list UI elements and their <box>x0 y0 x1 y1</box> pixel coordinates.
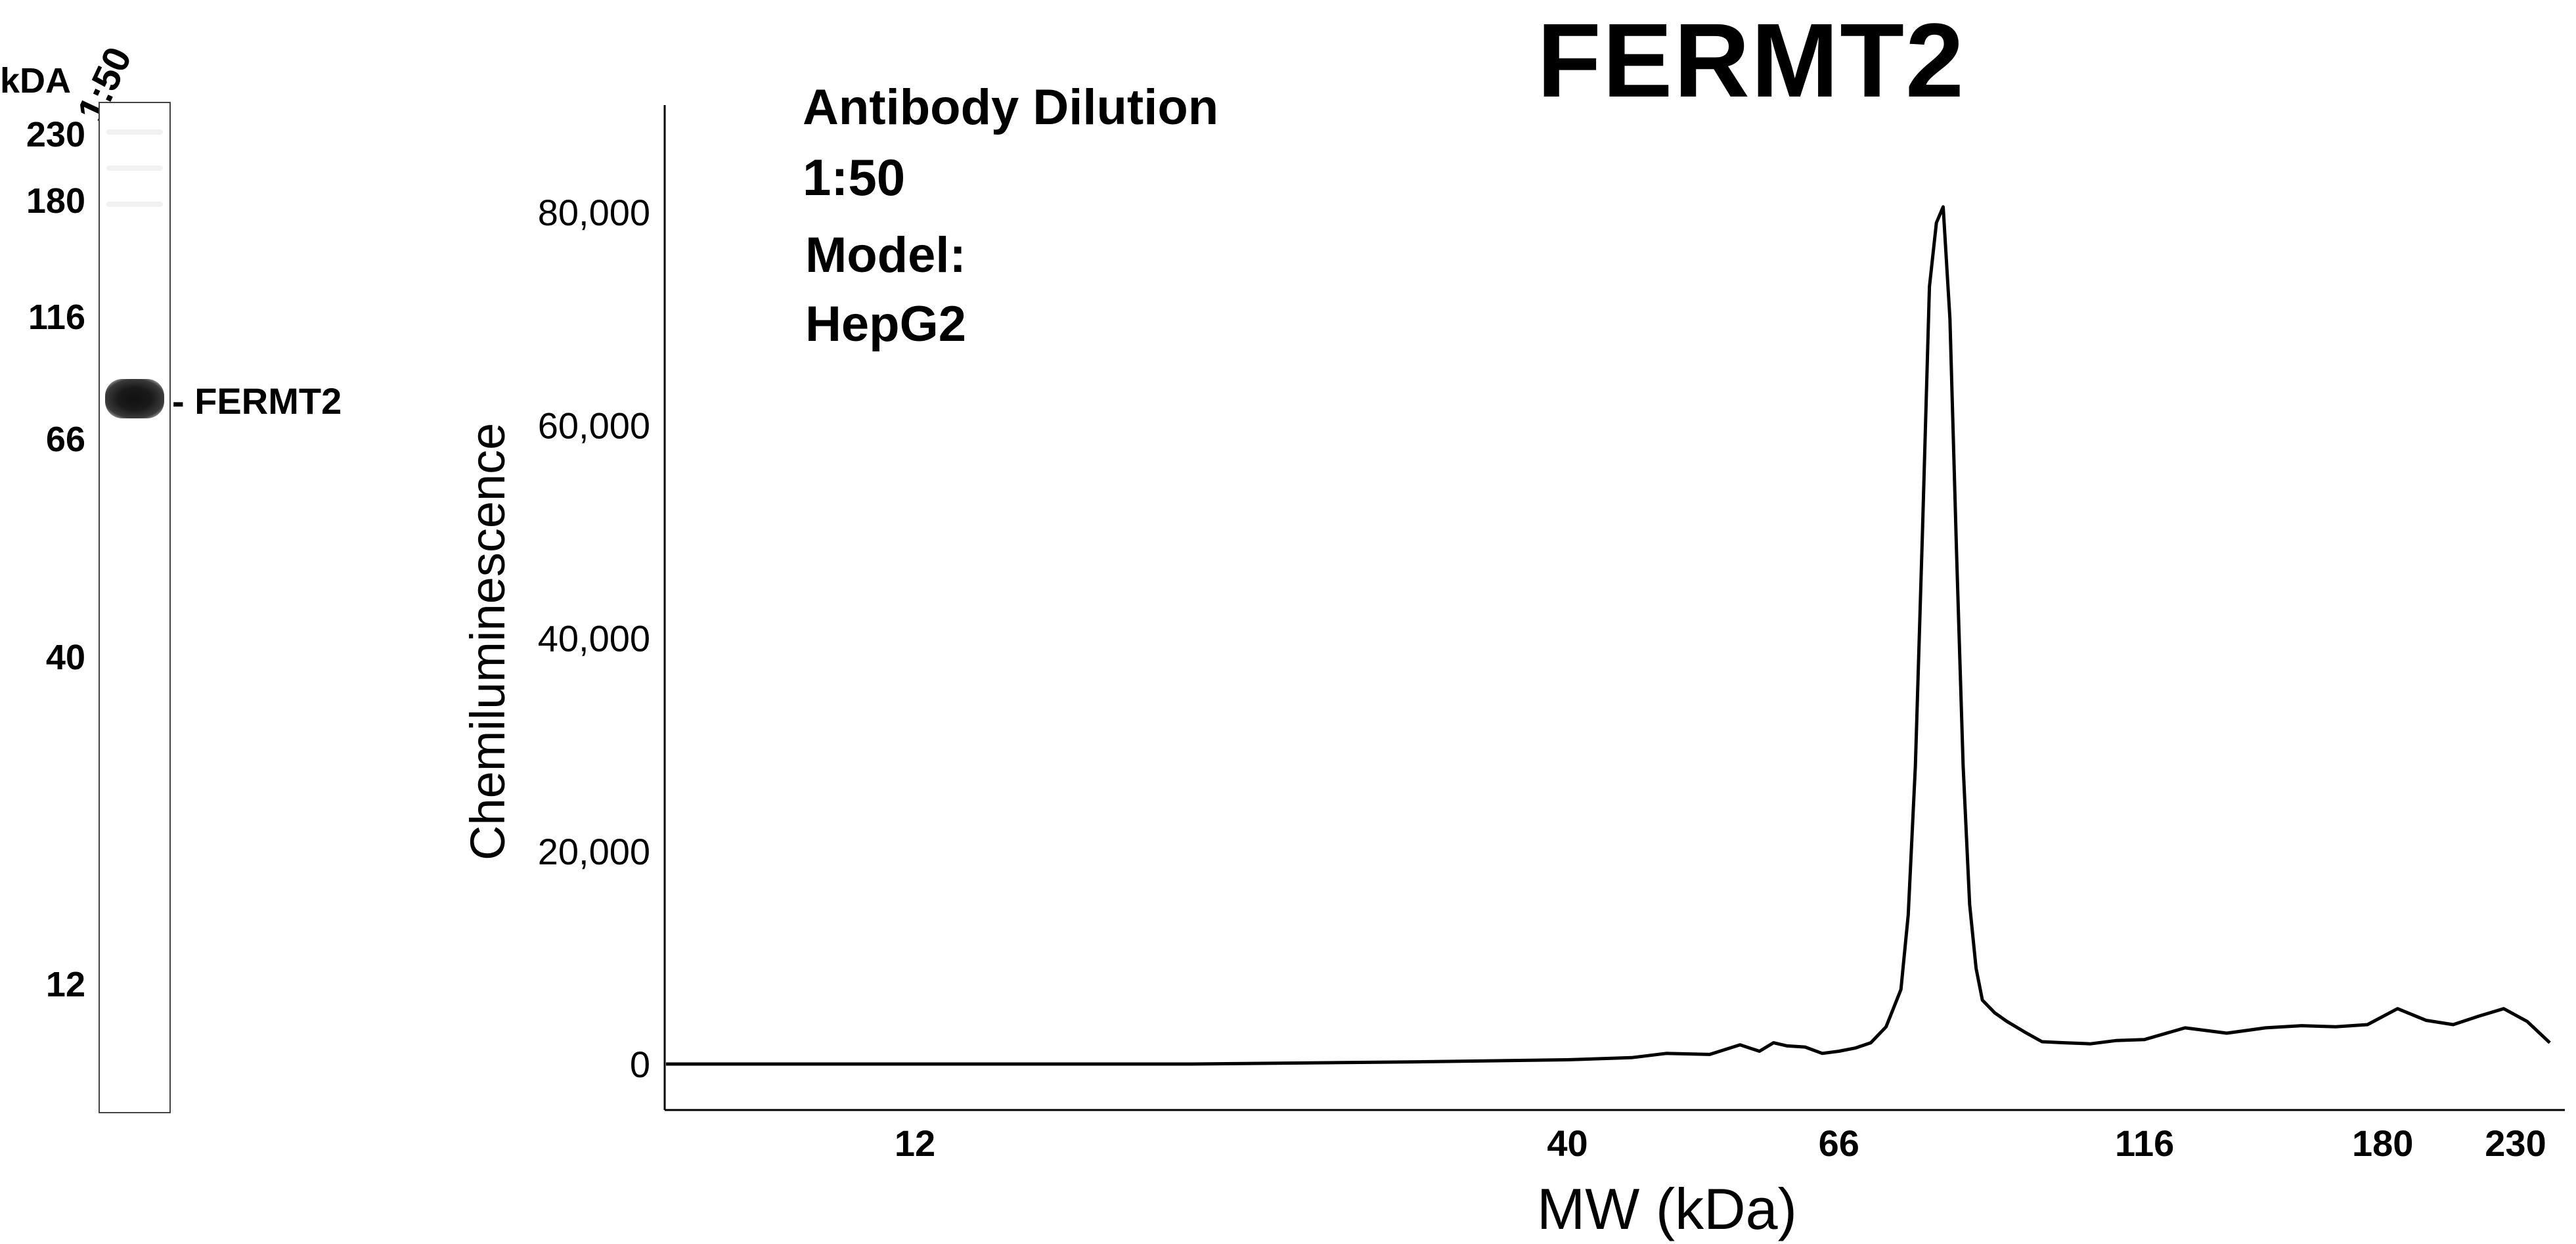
gel-mw-230: 230 <box>26 115 85 154</box>
gel-lane <box>99 102 171 1113</box>
gel-band <box>105 379 164 418</box>
y-ticks: 0 20,000 40,000 60,000 80,000 <box>538 192 650 1085</box>
y-tick-label: 40,000 <box>538 618 650 659</box>
x-tick-label: 230 <box>2485 1122 2546 1164</box>
gel-mw-12: 12 <box>45 965 85 1004</box>
y-tick-label: 80,000 <box>538 192 650 233</box>
gel-band-label: - FERMT2 <box>172 380 342 422</box>
annotation-line-4: HepG2 <box>805 296 966 352</box>
annotation-line-3: Model: <box>805 227 966 283</box>
annotation-line-2: 1:50 <box>803 148 906 206</box>
x-tick-label: 66 <box>1819 1122 1859 1164</box>
series-line <box>666 205 2551 1066</box>
gel-mw-116: 116 <box>28 298 85 337</box>
y-tick-label: 0 <box>630 1044 650 1085</box>
gel-kda-label: kDA <box>0 61 72 100</box>
annotation-line-1: Antibody Dilution <box>803 79 1219 135</box>
x-tick-label: 12 <box>895 1122 935 1164</box>
y-tick-label: 20,000 <box>538 831 650 872</box>
gel-smear <box>106 166 163 171</box>
gel-mw-40: 40 <box>45 638 85 677</box>
gel-mw-180: 180 <box>26 181 85 221</box>
gel-mw-66: 66 <box>45 420 85 459</box>
y-tick-label: 60,000 <box>538 405 650 446</box>
x-tick-label: 40 <box>1547 1122 1588 1164</box>
chart-title: FERMT2 <box>1537 1 1965 119</box>
gel-smear <box>106 202 163 207</box>
x-axis-label: MW (kDa) <box>1537 1176 1797 1241</box>
x-tick-label: 180 <box>2352 1122 2413 1164</box>
gel-smear <box>106 129 163 135</box>
x-ticks: 12 40 66 116 180 230 <box>895 1122 2546 1164</box>
x-tick-label: 116 <box>2115 1122 2174 1164</box>
